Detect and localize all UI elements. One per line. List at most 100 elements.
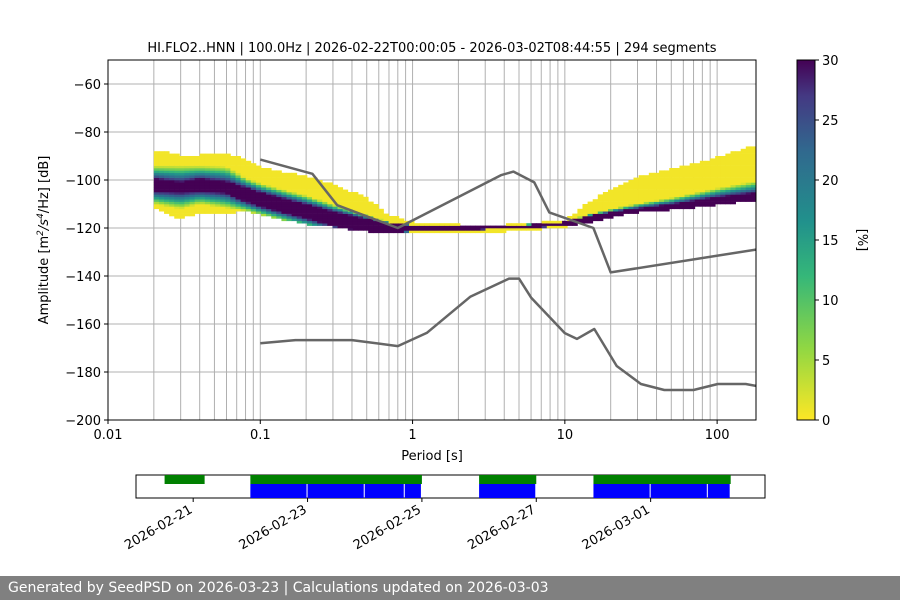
heatmap-cell xyxy=(158,196,165,200)
heatmap-cell xyxy=(327,182,333,186)
heatmap-cell xyxy=(337,220,344,224)
heatmap-cell xyxy=(725,163,731,166)
heatmap-cell xyxy=(184,175,190,178)
heatmap-cell xyxy=(638,194,645,198)
heatmap-cell xyxy=(225,187,231,190)
heatmap-cell xyxy=(735,153,742,157)
heatmap-cell xyxy=(730,187,736,190)
heatmap-cell xyxy=(460,225,466,229)
heatmap-cell xyxy=(322,196,328,200)
heatmap-cell xyxy=(261,201,267,205)
heatmap-cell xyxy=(684,187,691,190)
heatmap-cell xyxy=(184,177,190,181)
heatmap-cell xyxy=(730,151,736,154)
heatmap-cell xyxy=(184,182,190,186)
heatmap-cell xyxy=(194,158,201,162)
heatmap-cell xyxy=(613,194,619,198)
heatmap-cell xyxy=(648,182,655,186)
heatmap-cell xyxy=(694,184,701,188)
heatmap-cell xyxy=(235,160,241,164)
heatmap-cell xyxy=(153,156,160,159)
heatmap-cell xyxy=(250,208,257,212)
heatmap-cell xyxy=(291,180,298,183)
heatmap-cell xyxy=(179,168,185,171)
y-axis-label-prefix: Amplitude [m xyxy=(37,236,52,325)
heatmap-cell xyxy=(322,213,328,217)
heatmap-cell xyxy=(215,199,221,202)
heatmap-cell xyxy=(704,180,711,183)
heatmap-cell xyxy=(643,208,650,212)
heatmap-cell xyxy=(643,196,650,200)
heatmap-cell xyxy=(245,172,252,176)
heatmap-cell xyxy=(235,156,241,159)
heatmap-cell xyxy=(240,208,247,212)
availability-blue-segment xyxy=(479,484,536,498)
heatmap-cell xyxy=(322,211,328,214)
heatmap-cell xyxy=(169,194,175,198)
heatmap-cell xyxy=(306,218,313,222)
heatmap-cell xyxy=(220,187,226,190)
heatmap-cell xyxy=(312,211,318,214)
heatmap-cell xyxy=(398,228,405,231)
heatmap-cell xyxy=(204,165,211,169)
heatmap-cell xyxy=(209,187,216,190)
heatmap-cell xyxy=(710,160,716,164)
heatmap-cell xyxy=(230,172,236,176)
heatmap-cell xyxy=(327,211,333,214)
heatmap-cell xyxy=(740,189,747,193)
heatmap-cell xyxy=(240,196,247,200)
y-axis-label-exp1: 2 xyxy=(36,230,46,236)
heatmap-cell xyxy=(572,213,578,217)
heatmap-cell xyxy=(460,228,466,231)
heatmap-cell xyxy=(679,194,685,198)
heatmap-cell xyxy=(276,175,282,178)
heatmap-cell xyxy=(597,211,604,214)
heatmap-cell xyxy=(194,172,201,176)
heatmap-cell xyxy=(199,208,206,212)
heatmap-cell xyxy=(368,220,374,224)
heatmap-cell xyxy=(291,184,298,188)
heatmap-cell xyxy=(184,165,190,169)
heatmap-cell xyxy=(327,208,333,212)
heatmap-cell xyxy=(179,199,185,202)
heatmap-cell xyxy=(199,168,206,171)
heatmap-cell xyxy=(577,208,583,212)
heatmap-cell xyxy=(342,192,349,195)
heatmap-cell xyxy=(312,194,318,198)
heatmap-cell xyxy=(669,184,675,188)
heatmap-cell xyxy=(653,196,660,200)
heatmap-cell xyxy=(179,184,185,188)
heatmap-cell xyxy=(689,199,696,202)
heatmap-cell xyxy=(669,189,675,193)
heatmap-cell xyxy=(322,220,328,224)
heatmap-cell xyxy=(745,163,752,166)
heatmap-cell xyxy=(633,177,640,181)
heatmap-cell xyxy=(215,170,221,174)
heatmap-cell xyxy=(204,156,211,159)
heatmap-cell xyxy=(184,196,190,200)
colorbar-tick-label: 20 xyxy=(822,174,839,189)
heatmap-cell xyxy=(745,184,752,188)
heatmap-cell xyxy=(352,194,359,198)
heatmap-cell xyxy=(740,175,747,178)
heatmap-cell xyxy=(271,201,277,205)
heatmap-cell xyxy=(158,163,165,166)
heatmap-cell xyxy=(659,199,665,202)
heatmap-cell xyxy=(669,168,675,171)
heatmap-cell xyxy=(199,180,206,183)
heatmap-cell xyxy=(352,216,359,219)
heatmap-cell xyxy=(301,189,308,193)
heatmap-cell xyxy=(179,201,185,205)
heatmap-cell xyxy=(255,201,262,205)
heatmap-cell xyxy=(220,204,226,207)
heatmap-cell xyxy=(704,189,711,193)
heatmap-cell xyxy=(643,206,650,210)
heatmap-cell xyxy=(684,192,691,195)
heatmap-cell xyxy=(215,177,221,181)
heatmap-cell xyxy=(240,199,247,202)
heatmap-cell xyxy=(720,184,726,188)
heatmap-cell xyxy=(648,206,655,210)
heatmap-cell xyxy=(628,194,634,198)
heatmap-cell xyxy=(419,225,425,229)
heatmap-cell xyxy=(281,194,287,198)
